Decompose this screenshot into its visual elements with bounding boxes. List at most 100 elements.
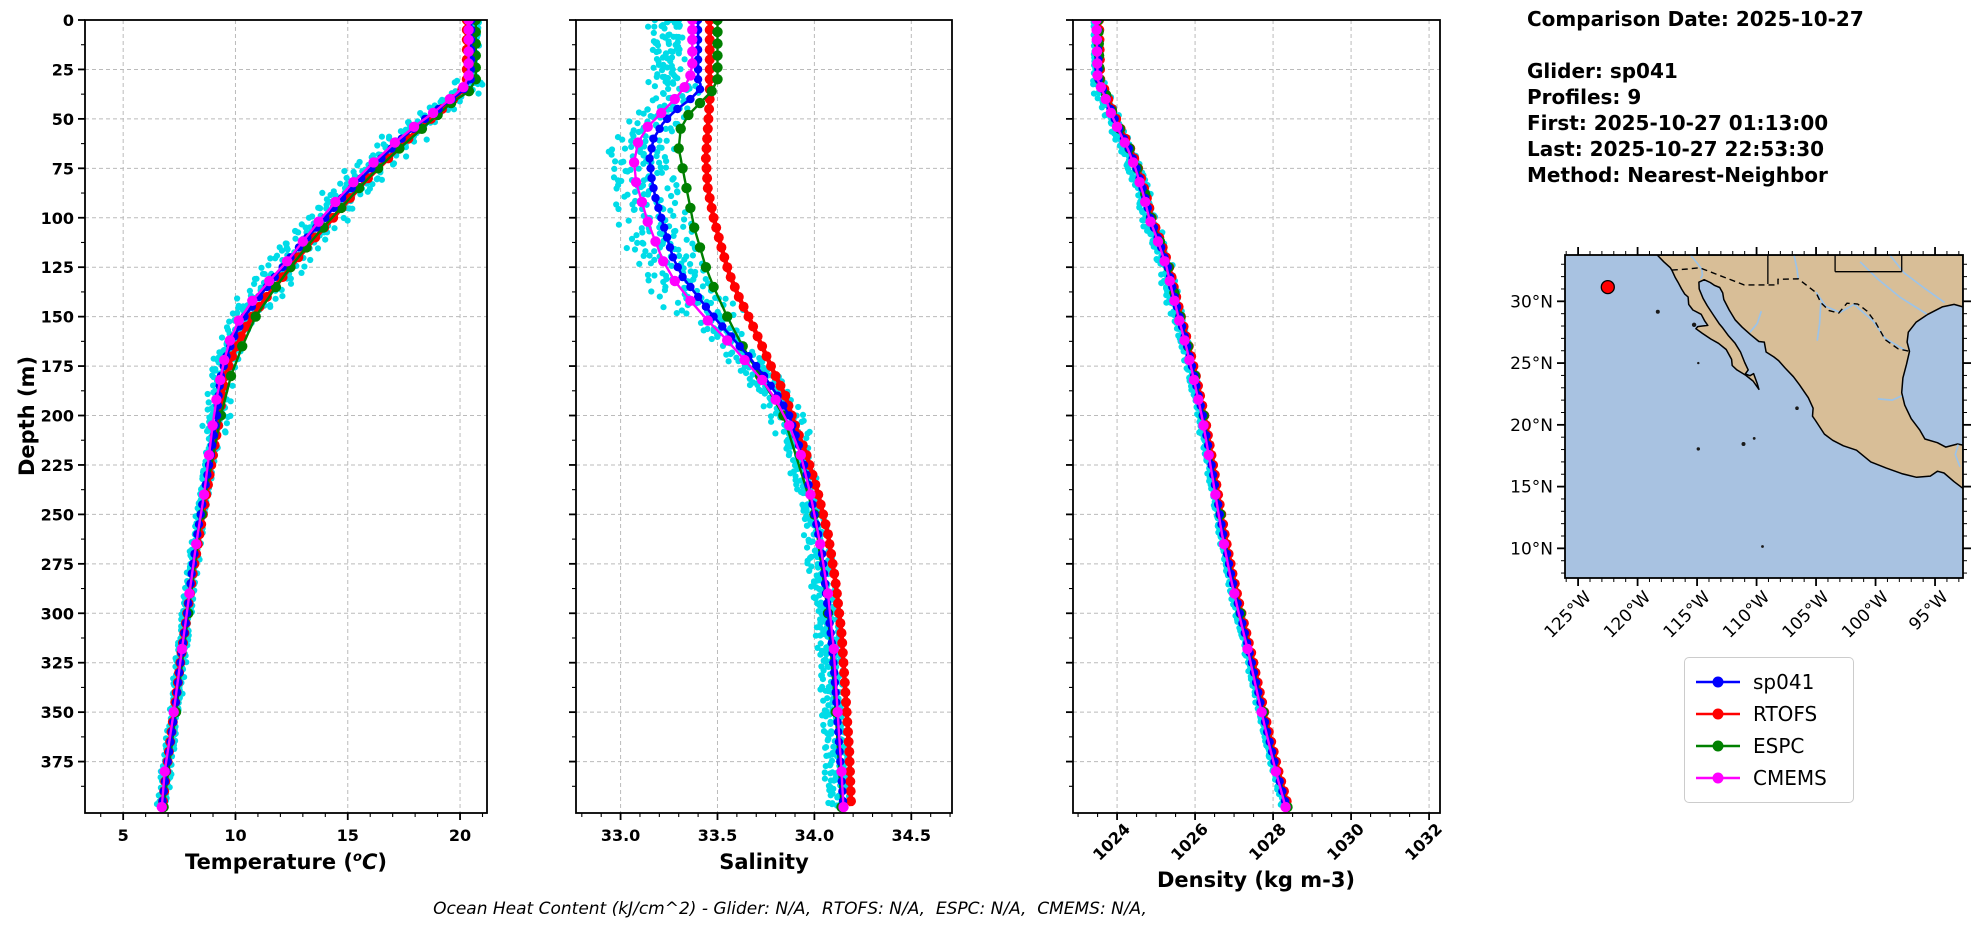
svg-text:110°W: 110°W [1719, 587, 1774, 642]
svg-text:95°W: 95°W [1905, 587, 1952, 634]
map-river [1954, 444, 1961, 468]
density-axis-label: Density (kg m-3) [1156, 868, 1356, 892]
svg-text:0: 0 [63, 11, 74, 30]
map-island [1697, 361, 1700, 365]
glider-id-text: Glider: sp041 [1527, 59, 1678, 83]
glider-raw-scatter [153, 20, 486, 809]
map-island [1696, 447, 1701, 451]
first-profile-time-text: First: 2025-10-27 01:13:00 [1527, 111, 1829, 135]
legend-item-CMEMS: CMEMS [1695, 762, 1843, 794]
model-legend: sp041 RTOFS ESPC CMEMS [1684, 657, 1854, 803]
salinity-axis-label: Salinity [719, 850, 809, 874]
series-CMEMS [1091, 20, 1291, 813]
svg-text:75: 75 [52, 159, 74, 178]
svg-text:15°N: 15°N [1510, 478, 1553, 498]
svg-text:1024: 1024 [1089, 819, 1134, 864]
svg-text:375: 375 [41, 753, 74, 772]
method-text: Method: Nearest-Neighbor [1527, 163, 1828, 187]
svg-text:150: 150 [41, 308, 74, 327]
svg-text:33.5: 33.5 [698, 826, 737, 845]
panel-salinity: 33.0 33.5 34.0 34.5 [569, 19, 953, 845]
panel-temperature: 0 25 50 75 100 125 150 175 200 225 250 275 300 325 350… [41, 11, 488, 845]
info-spacer [1527, 32, 1864, 58]
map-river [1889, 255, 1946, 304]
legend-item-RTOFS: RTOFS [1695, 698, 1843, 730]
svg-text:350: 350 [41, 703, 74, 722]
map-island [1795, 406, 1799, 411]
svg-text:50: 50 [52, 110, 74, 129]
panel-series-temperature [153, 20, 486, 813]
svg-text:225: 225 [41, 456, 74, 475]
map-island [1741, 442, 1746, 446]
depth-axis-label: Depth (m) [15, 355, 39, 477]
svg-text:100°W: 100°W [1838, 587, 1893, 642]
map-island [1752, 437, 1756, 440]
svg-text:34.0: 34.0 [795, 826, 834, 845]
map-river [1816, 302, 1822, 341]
series-ESPC [158, 20, 481, 813]
series-CMEMS [628, 20, 849, 813]
panel-density: 1024 1026 1028 1030 1032 [1066, 19, 1446, 864]
svg-text:25°N: 25°N [1510, 354, 1553, 374]
panel-series-density [1090, 20, 1293, 813]
svg-text:20: 20 [449, 826, 471, 845]
svg-text:1026: 1026 [1167, 819, 1212, 864]
panel-series-salinity [605, 20, 856, 813]
map-river [1793, 255, 1800, 279]
temperature-axis-label: Temperature (oC) [185, 850, 387, 874]
map-land-coastline [1656, 255, 1963, 490]
svg-text:15: 15 [337, 826, 359, 845]
map-river [1749, 310, 1763, 333]
legend-line-marker-icon [1696, 740, 1740, 752]
svg-text:175: 175 [41, 357, 74, 376]
svg-text:115°W: 115°W [1660, 587, 1715, 642]
series-ESPC [673, 20, 847, 813]
map-country-border [1671, 266, 1910, 352]
svg-text:1030: 1030 [1323, 819, 1368, 864]
svg-text:325: 325 [41, 654, 74, 673]
legend-line-marker-icon [1696, 772, 1740, 784]
legend-label: sp041 [1753, 670, 1815, 694]
svg-text:105°W: 105°W [1779, 587, 1834, 642]
map-river [1877, 395, 1903, 401]
ocean-heat-content-annotation: Ocean Heat Content (kJ/cm^2) - Glider: N… [433, 899, 1147, 919]
svg-text:34.5: 34.5 [892, 826, 931, 845]
svg-text:5: 5 [118, 826, 129, 845]
legend-label: ESPC [1753, 734, 1805, 758]
profiles-count-text: Profiles: 9 [1527, 85, 1642, 109]
legend-item-ESPC: ESPC [1695, 730, 1843, 762]
series-sp041 [645, 20, 848, 807]
svg-text:1028: 1028 [1245, 819, 1290, 864]
legend-line-marker-icon [1696, 708, 1740, 720]
svg-text:125: 125 [41, 258, 74, 277]
last-profile-time-text: Last: 2025-10-27 22:53:30 [1527, 137, 1825, 161]
svg-text:10: 10 [224, 826, 246, 845]
map-island [1691, 322, 1697, 327]
map-river [1859, 261, 1928, 315]
legend-label: RTOFS [1753, 702, 1818, 726]
svg-text:120°W: 120°W [1600, 587, 1655, 642]
svg-text:33.0: 33.0 [601, 826, 640, 845]
svg-text:300: 300 [41, 604, 74, 623]
map-island [1655, 309, 1660, 314]
series-RTOFS [1094, 20, 1292, 807]
map-island [1761, 545, 1764, 548]
svg-text:30°N: 30°N [1510, 292, 1553, 312]
glider-position-marker [1600, 279, 1615, 295]
location-map: 30°N 25°N 20°N 15°N 10°N 125°W 120°W 115°W 110°W… [1510, 247, 1971, 642]
comparison-date-text: Comparison Date: 2025-10-27 [1527, 7, 1864, 31]
legend-item-sp041: sp041 [1695, 666, 1843, 698]
svg-text:20°N: 20°N [1510, 416, 1553, 436]
svg-text:275: 275 [41, 555, 74, 574]
legend-label: CMEMS [1753, 766, 1827, 790]
svg-text:1032: 1032 [1401, 819, 1446, 864]
svg-text:100: 100 [41, 209, 74, 228]
svg-text:125°W: 125°W [1541, 587, 1596, 642]
series-CMEMS [156, 20, 474, 813]
comparison-info: Comparison Date: 2025-10-27 Glider: sp04… [1527, 6, 1864, 188]
legend-line-marker-icon [1696, 676, 1740, 688]
svg-text:25: 25 [52, 60, 74, 79]
svg-text:10°N: 10°N [1510, 539, 1553, 559]
